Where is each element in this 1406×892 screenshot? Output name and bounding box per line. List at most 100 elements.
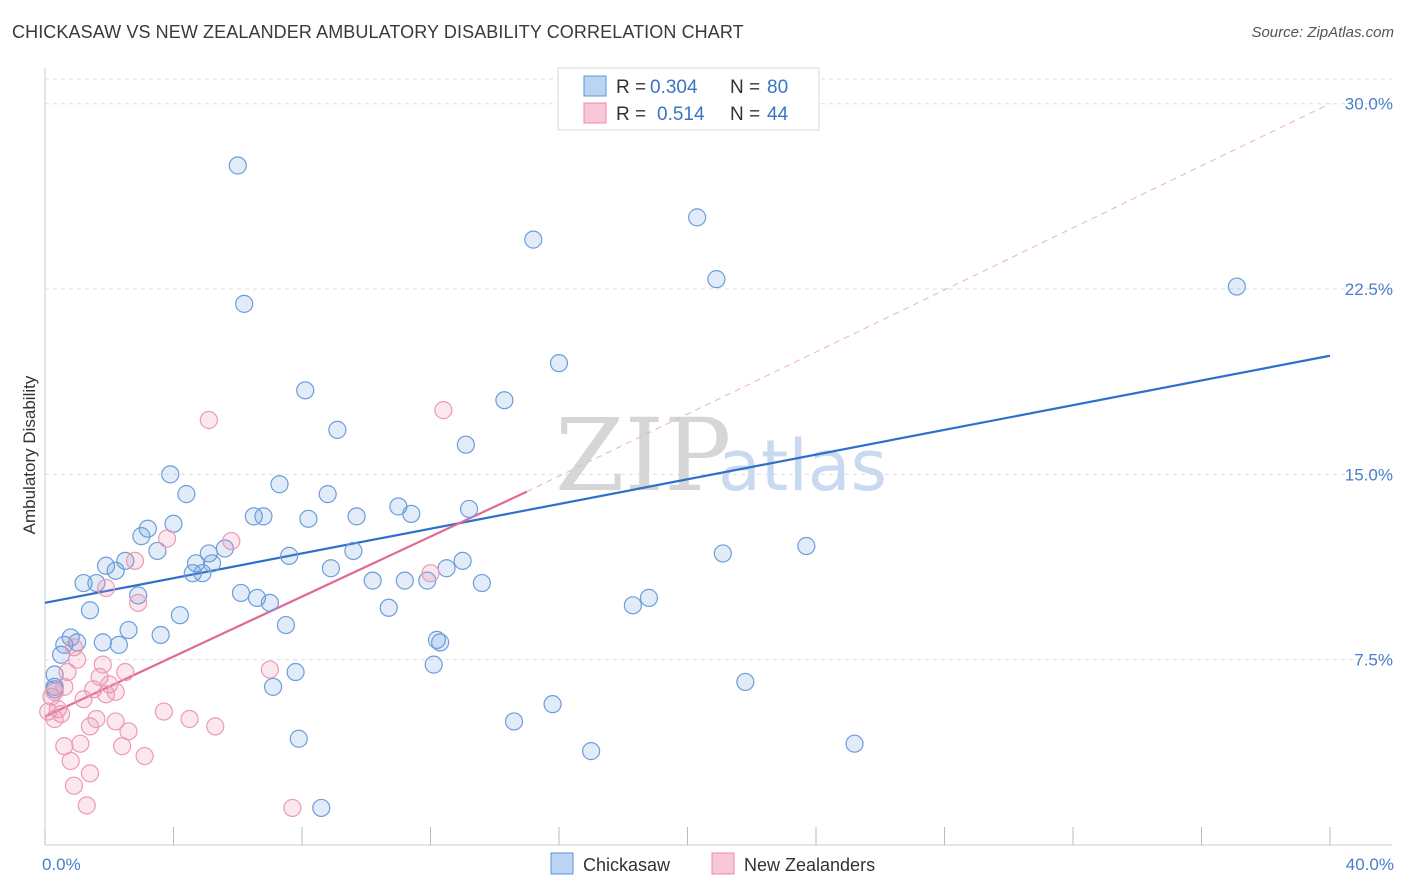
x-tick-label-0: 0.0% bbox=[42, 855, 81, 874]
trend-line-1 bbox=[44, 490, 528, 718]
point-new-zealanders-4 bbox=[48, 699, 67, 719]
point-chickasaw-73 bbox=[639, 588, 659, 608]
point-chickasaw-17 bbox=[132, 527, 151, 546]
series-label-chickasaw: Chickasaw bbox=[583, 855, 671, 875]
y-axis-label: Ambulatory Disability bbox=[20, 375, 39, 534]
point-chickasaw-8 bbox=[80, 601, 100, 620]
point-chickasaw-44 bbox=[296, 381, 315, 400]
point-chickasaw-47 bbox=[318, 485, 337, 504]
point-new-zealanders-16 bbox=[80, 764, 100, 783]
legend-r-label-2: R = bbox=[616, 104, 646, 125]
x-tick-labels: 0.0% 40.0% bbox=[42, 855, 1394, 874]
point-new-zealanders-19 bbox=[87, 709, 106, 729]
point-chickasaw-46 bbox=[312, 798, 331, 818]
point-chickasaw-2 bbox=[45, 677, 64, 696]
point-new-zealanders-43 bbox=[106, 682, 125, 701]
point-chickasaw-9 bbox=[87, 573, 106, 593]
y-tick-label-1: 15.0% bbox=[1345, 465, 1393, 484]
point-chickasaw-15 bbox=[119, 620, 138, 640]
point-new-zealanders-28 bbox=[119, 722, 138, 741]
point-new-zealanders-24 bbox=[100, 675, 119, 694]
point-chickasaw-41 bbox=[280, 546, 299, 565]
point-chickasaw-80 bbox=[845, 734, 864, 753]
point-chickasaw-55 bbox=[395, 571, 414, 590]
legend-swatch-chickasaw bbox=[583, 75, 607, 97]
point-new-zealanders-36 bbox=[206, 717, 225, 736]
series-label-new-zealanders: New Zealanders bbox=[744, 855, 875, 875]
source-label: Source: ZipAtlas.com bbox=[1251, 24, 1394, 41]
point-new-zealanders-37 bbox=[222, 531, 241, 551]
trend-extension-1 bbox=[526, 103, 1331, 493]
point-chickasaw-64 bbox=[459, 499, 479, 519]
point-chickasaw-33 bbox=[235, 294, 254, 313]
point-new-zealanders-31 bbox=[135, 746, 154, 766]
point-new-zealanders-34 bbox=[180, 709, 199, 729]
series-swatch-chickasaw bbox=[550, 852, 574, 875]
chart-title: CHICKASAW VS NEW ZEALANDER AMBULATORY DI… bbox=[12, 22, 744, 42]
point-new-zealanders-17 bbox=[80, 717, 100, 736]
legend-r-value-1: 0.304 bbox=[650, 77, 698, 98]
point-chickasaw-76 bbox=[707, 270, 726, 289]
point-new-zealanders-32 bbox=[154, 702, 173, 721]
y-tick-label-2: 22.5% bbox=[1345, 280, 1393, 299]
point-new-zealanders-5 bbox=[51, 704, 71, 724]
point-chickasaw-13 bbox=[109, 635, 128, 654]
point-chickasaw-11 bbox=[96, 556, 116, 575]
point-chickasaw-36 bbox=[254, 507, 273, 526]
point-new-zealanders-38 bbox=[260, 660, 279, 679]
point-chickasaw-56 bbox=[402, 504, 421, 523]
point-new-zealanders-6 bbox=[55, 677, 74, 696]
point-new-zealanders-13 bbox=[71, 734, 90, 753]
point-chickasaw-37 bbox=[260, 593, 279, 612]
series-legend: Chickasaw New Zealanders bbox=[550, 852, 875, 875]
point-new-zealanders-41 bbox=[434, 401, 453, 420]
point-chickasaw-59 bbox=[427, 630, 447, 650]
point-chickasaw-63 bbox=[456, 435, 475, 454]
point-chickasaw-34 bbox=[244, 507, 263, 526]
point-chickasaw-49 bbox=[328, 420, 347, 439]
point-chickasaw-65 bbox=[472, 573, 491, 593]
point-chickasaw-51 bbox=[347, 507, 366, 526]
legend-swatch-new-zealanders bbox=[583, 102, 607, 124]
point-new-zealanders-9 bbox=[61, 751, 80, 771]
point-new-zealanders-12 bbox=[68, 650, 87, 669]
point-new-zealanders-27 bbox=[116, 662, 135, 682]
point-chickasaw-72 bbox=[623, 596, 642, 615]
point-chickasaw-69 bbox=[543, 695, 562, 714]
point-new-zealanders-8 bbox=[58, 662, 77, 682]
point-new-zealanders-15 bbox=[77, 796, 96, 815]
legend-n-label-1: N = bbox=[730, 77, 760, 98]
point-chickasaw-40 bbox=[276, 615, 296, 635]
y-tick-labels: 7.5% 15.0% 22.5% 30.0% bbox=[1345, 95, 1393, 670]
x-tick-label-1: 40.0% bbox=[1346, 855, 1394, 874]
point-chickasaw-70 bbox=[549, 354, 569, 373]
point-new-zealanders-30 bbox=[129, 593, 148, 612]
point-chickasaw-43 bbox=[289, 729, 308, 748]
point-chickasaw-52 bbox=[363, 571, 382, 590]
point-chickasaw-79 bbox=[797, 536, 816, 556]
point-chickasaw-62 bbox=[453, 551, 472, 570]
point-new-zealanders-10 bbox=[64, 776, 84, 795]
point-chickasaw-27 bbox=[193, 564, 212, 583]
point-chickasaw-60 bbox=[431, 633, 450, 652]
y-tick-label-0: 7.5% bbox=[1354, 651, 1393, 670]
y-tick-label-3: 30.0% bbox=[1345, 95, 1393, 114]
point-chickasaw-48 bbox=[321, 559, 341, 578]
legend-n-label-2: N = bbox=[730, 104, 760, 125]
point-chickasaw-26 bbox=[186, 554, 206, 573]
point-chickasaw-10 bbox=[93, 633, 112, 652]
legend-n-value-1: 80 bbox=[767, 77, 788, 98]
data-points bbox=[39, 106, 1246, 818]
watermark-atlas: atlas bbox=[718, 425, 887, 507]
point-chickasaw-18 bbox=[138, 519, 157, 538]
series-swatch-new-zealanders bbox=[711, 852, 735, 875]
point-chickasaw-16 bbox=[129, 586, 148, 605]
point-chickasaw-77 bbox=[713, 544, 732, 563]
stats-legend: R = 0.304 N = 80 R = 0.514 N = 44 bbox=[557, 67, 820, 131]
point-chickasaw-31 bbox=[228, 156, 247, 175]
point-chickasaw-67 bbox=[504, 712, 524, 731]
point-chickasaw-25 bbox=[183, 564, 202, 583]
point-chickasaw-45 bbox=[299, 509, 318, 528]
point-chickasaw-12 bbox=[106, 561, 125, 580]
point-chickasaw-58 bbox=[424, 655, 443, 674]
